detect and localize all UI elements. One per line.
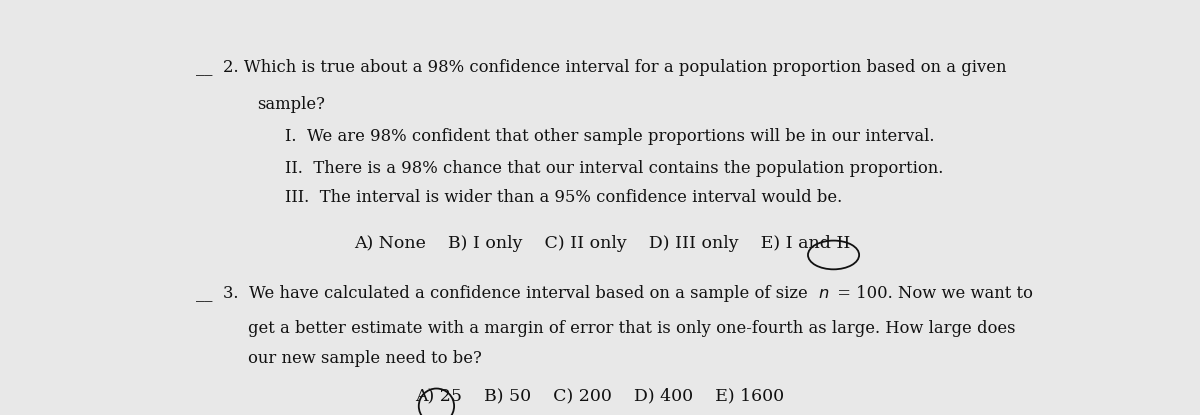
- Text: __  2. Which is true about a 98% confidence interval for a population proportion: __ 2. Which is true about a 98% confiden…: [197, 59, 1007, 76]
- Text: $n$: $n$: [817, 285, 829, 302]
- Text: get a better estimate with a margin of error that is only one-fourth as large. H: get a better estimate with a margin of e…: [247, 320, 1015, 337]
- Text: = 100. Now we want to: = 100. Now we want to: [832, 285, 1032, 302]
- Text: A) 25    B) 50    C) 200    D) 400    E) 1600: A) 25 B) 50 C) 200 D) 400 E) 1600: [415, 387, 784, 404]
- Text: sample?: sample?: [257, 96, 325, 113]
- Text: A) None    B) I only    C) II only    D) III only    E) I and II: A) None B) I only C) II only D) III only…: [355, 235, 851, 252]
- Text: III.  The interval is wider than a 95% confidence interval would be.: III. The interval is wider than a 95% co…: [284, 189, 842, 206]
- Text: __  3.  We have calculated a confidence interval based on a sample of size: __ 3. We have calculated a confidence in…: [197, 285, 814, 302]
- Text: I.  We are 98% confident that other sample proportions will be in our interval.: I. We are 98% confident that other sampl…: [284, 128, 935, 145]
- Text: our new sample need to be?: our new sample need to be?: [247, 350, 481, 367]
- Text: II.  There is a 98% chance that our interval contains the population proportion.: II. There is a 98% chance that our inter…: [284, 160, 943, 177]
